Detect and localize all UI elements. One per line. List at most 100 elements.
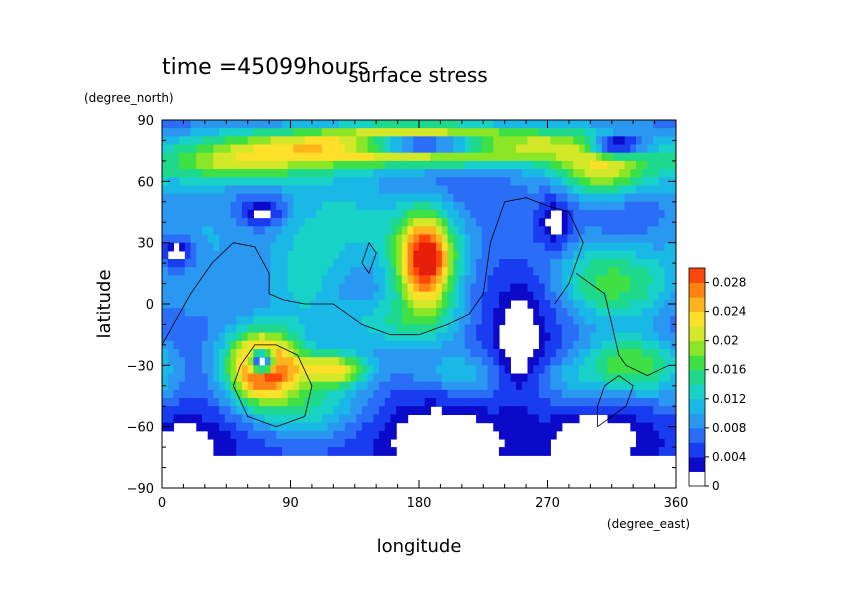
field-cell (236, 365, 243, 375)
field-cell (424, 406, 432, 415)
field-cell (236, 242, 243, 252)
field-cell (601, 267, 609, 276)
field-cell (339, 348, 346, 358)
field-cell (179, 283, 186, 293)
field-cell (339, 430, 346, 440)
field-cell (658, 373, 666, 383)
field-cell (327, 332, 334, 342)
field-cell (413, 193, 420, 203)
field-cell (264, 160, 272, 170)
field-cell (264, 242, 272, 252)
field-cell (201, 365, 209, 375)
field-cell (219, 128, 226, 137)
field-cell (236, 373, 243, 383)
field-cell (207, 332, 214, 342)
field-cell (173, 234, 180, 244)
field-cell (384, 291, 392, 301)
field-cell (207, 414, 214, 424)
field-cell (453, 169, 460, 178)
field-cell (538, 299, 546, 309)
field-cell (276, 422, 283, 432)
field-cell (527, 430, 534, 440)
field-cell (630, 267, 637, 276)
field-cell (173, 340, 180, 350)
field-cell (270, 373, 277, 383)
field-cell (281, 177, 289, 187)
field-cell (367, 242, 374, 252)
field-cell (653, 275, 660, 285)
field-cell (316, 193, 323, 203)
field-cell (339, 365, 346, 375)
field-cell (493, 226, 500, 236)
field-cell (618, 406, 626, 415)
field-cell (299, 438, 306, 448)
field-cell (379, 193, 386, 203)
field-cell (344, 406, 352, 415)
field-cell (464, 144, 471, 154)
field-cell (653, 209, 660, 219)
field-cell (527, 259, 534, 268)
field-cell (498, 193, 506, 203)
field-cell (299, 177, 306, 187)
field-cell (407, 144, 414, 154)
field-cell (538, 373, 546, 383)
field-cell (544, 169, 551, 178)
field-cell (276, 447, 283, 456)
field-cell (664, 389, 671, 399)
field-cell (281, 128, 289, 137)
field-cell (333, 438, 340, 448)
field-cell (270, 299, 277, 309)
field-cell (533, 291, 540, 301)
field-cell (487, 169, 494, 178)
field-cell (556, 234, 563, 244)
field-cell (167, 169, 175, 178)
field-cell (538, 152, 546, 162)
field-cell (361, 332, 369, 342)
field-cell (373, 381, 380, 391)
field-cell (219, 438, 226, 448)
field-cell (413, 218, 420, 227)
field-cell (447, 144, 454, 154)
field-cell (447, 120, 454, 129)
field-cell (396, 373, 403, 383)
field-cell (333, 389, 340, 399)
field-cell (498, 308, 506, 317)
field-cell (561, 291, 569, 301)
field-cell (259, 144, 266, 154)
field-cell (333, 283, 340, 293)
field-cell (436, 234, 443, 244)
field-cell (367, 389, 374, 399)
field-cell (544, 299, 551, 309)
field-cell (584, 316, 591, 326)
field-cell (350, 136, 357, 146)
field-cell (287, 160, 294, 170)
field-cell (630, 324, 637, 334)
colorbar-segment (689, 427, 705, 443)
field-cell (658, 291, 666, 301)
field-cell (641, 316, 649, 326)
field-cell (453, 291, 460, 301)
field-cell (373, 136, 380, 146)
field-cell (390, 177, 397, 187)
field-cell (236, 193, 243, 203)
colorbar-tick-label: 0.016 (712, 363, 746, 377)
field-cell (281, 136, 289, 146)
field-cell (321, 438, 329, 448)
field-cell (270, 177, 277, 187)
field-cell (230, 422, 237, 432)
field-cell (316, 120, 323, 129)
field-cell (538, 209, 546, 219)
field-cell (179, 144, 186, 154)
field-cell (424, 160, 432, 170)
field-cell (487, 144, 494, 154)
field-cell (624, 177, 631, 187)
field-cell (196, 259, 203, 268)
field-cell (670, 308, 676, 317)
field-cell (259, 259, 266, 268)
field-cell (573, 373, 580, 383)
field-cell (476, 299, 483, 309)
field-cell (658, 250, 666, 260)
field-cell (521, 283, 529, 293)
field-cell (310, 422, 317, 432)
field-cell (356, 169, 363, 178)
